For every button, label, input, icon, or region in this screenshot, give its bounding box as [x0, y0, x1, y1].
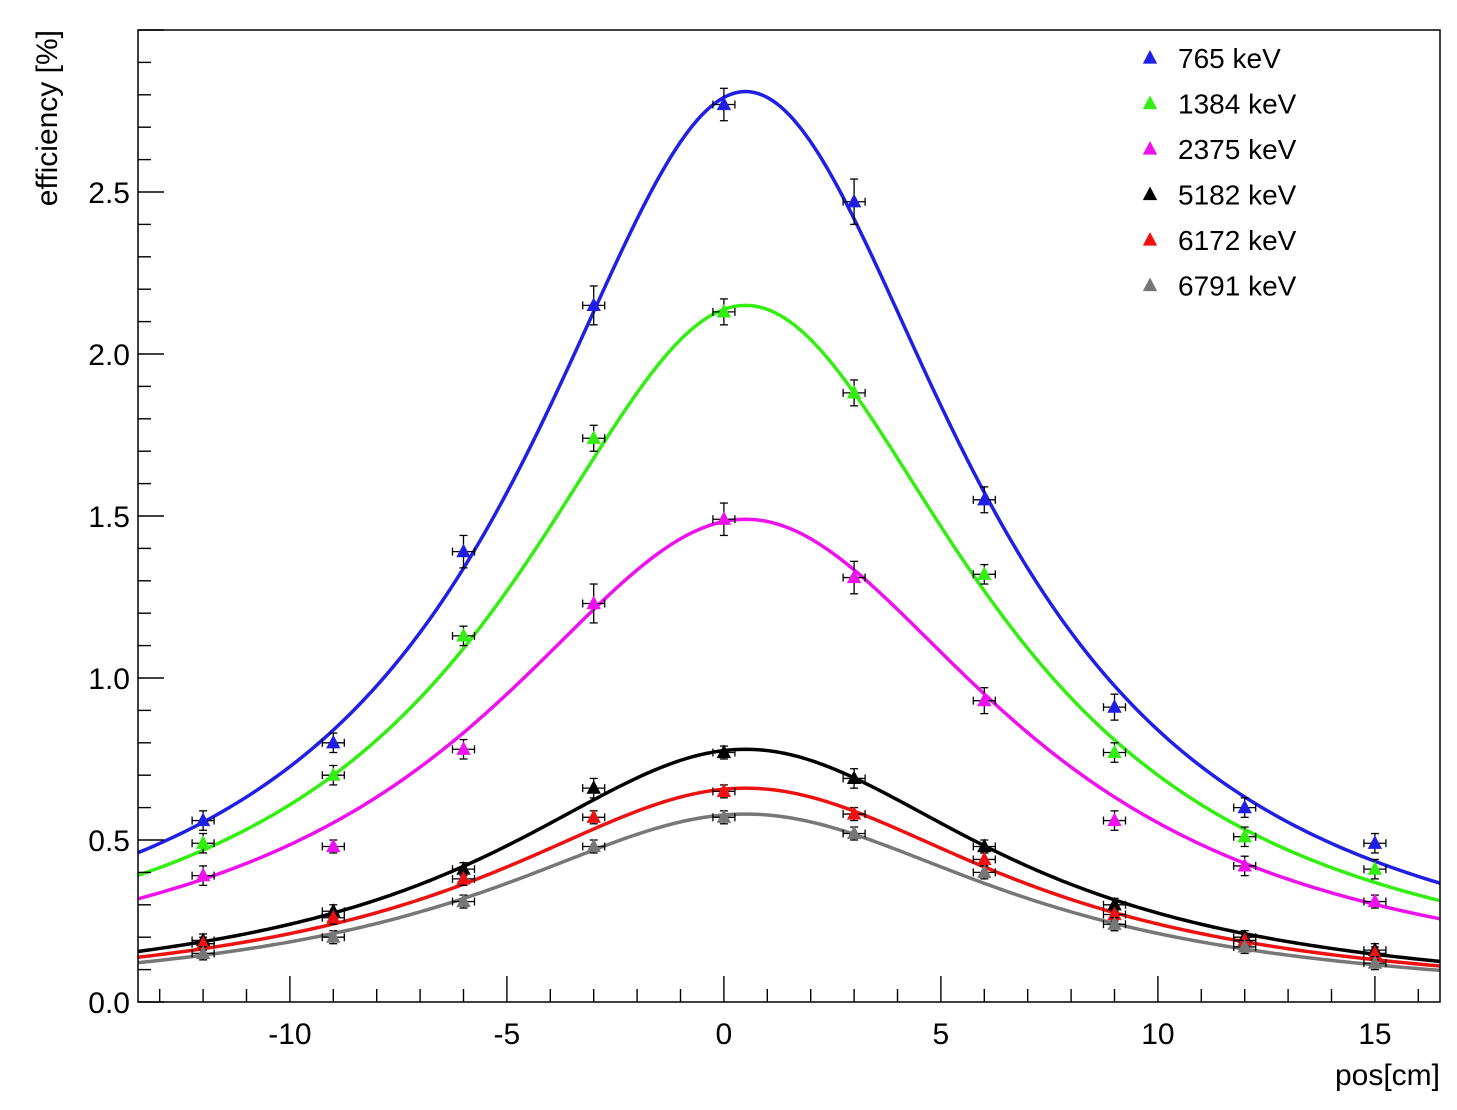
data-point: [582, 583, 606, 624]
data-point: [842, 768, 866, 789]
fit-curve-2375-keV: [137, 517, 1441, 921]
y-tick-label: 2.0: [88, 339, 130, 372]
data-point: [1363, 955, 1387, 971]
data-point: [582, 809, 606, 825]
fit-curve-765-keV: [137, 89, 1441, 885]
legend-marker: [1142, 277, 1158, 292]
y-tick-label: 1.5: [88, 501, 130, 534]
data-point: [451, 870, 476, 887]
data-point: [191, 865, 215, 887]
data-point: [842, 560, 866, 595]
data-point: [1102, 742, 1127, 763]
data-point: [972, 563, 996, 585]
data-point: [712, 298, 736, 326]
y-axis-title: efficiency [%]: [31, 30, 64, 206]
legend-marker: [1142, 50, 1158, 64]
y-tick-label: 1.0: [88, 663, 130, 696]
x-tick-label: -10: [268, 1018, 311, 1051]
legend-label: 1384 keV: [1178, 89, 1297, 120]
data-point: [451, 625, 476, 647]
data-point: [712, 783, 736, 799]
x-axis: -10 -5 0 5 10 15: [158, 976, 1420, 1051]
data-point: [1233, 826, 1257, 848]
data-point: [1363, 832, 1387, 854]
legend: 765 keV 1384 keV 2375 keV 5182 keV 6172 keV 6…: [1142, 43, 1297, 302]
legend-label: 6791 keV: [1178, 271, 1297, 302]
y-tick-label: 2.5: [88, 177, 130, 210]
legend-label: 2375 keV: [1178, 134, 1297, 165]
fit-curve-5182-keV: [137, 747, 1441, 964]
data-point: [321, 909, 345, 925]
data-point: [842, 825, 866, 841]
legend-marker: [1142, 141, 1158, 155]
data-point: [972, 864, 996, 880]
x-tick-label: 15: [1358, 1018, 1391, 1051]
data-point: [582, 838, 606, 854]
data-point: [321, 764, 345, 786]
data-point: [842, 379, 866, 407]
data-point: [972, 687, 996, 715]
fit-curve-1384-keV: [137, 303, 1441, 903]
data-point: [712, 87, 736, 122]
data-point: [1363, 858, 1387, 880]
data-point: [712, 809, 736, 825]
data-point: [712, 744, 736, 760]
fit-curves: [137, 89, 1441, 973]
data-point: [842, 806, 866, 822]
data-point: [1363, 893, 1387, 909]
x-tick-label: -5: [494, 1018, 521, 1051]
legend-label: 6172 keV: [1178, 225, 1297, 256]
x-tick-label: 10: [1141, 1018, 1174, 1051]
data-point: [582, 424, 606, 452]
x-tick-label: 0: [716, 1018, 733, 1051]
data-point: [191, 935, 215, 951]
data-point: [191, 945, 215, 961]
legend-marker: [1142, 232, 1158, 246]
data-point: [582, 777, 606, 799]
data-point: [582, 285, 606, 326]
legend-marker: [1142, 186, 1158, 201]
data-point: [321, 732, 345, 754]
y-tick-label: 0.5: [88, 825, 130, 858]
data-point: [191, 832, 215, 854]
fit-curve-6172-keV: [137, 786, 1441, 968]
data-point: [1233, 938, 1257, 955]
legend-label: 765 keV: [1178, 43, 1281, 74]
data-point: [451, 738, 476, 760]
y-axis: 0.0 0.5 1.0 1.5 2.0 2.5: [88, 29, 164, 1020]
data-point: [1102, 810, 1127, 831]
data-point: [451, 534, 476, 569]
x-tick-label: 5: [933, 1018, 950, 1051]
data-point: [972, 486, 996, 514]
data-point: [712, 502, 736, 537]
data-point: [1233, 855, 1257, 877]
y-tick-label: 0.0: [88, 987, 130, 1020]
data-point: [1233, 797, 1257, 818]
data-point: [1102, 693, 1127, 721]
data-point: [1102, 916, 1127, 932]
data-point: [451, 893, 476, 909]
data-point: [321, 838, 345, 854]
data-point: [321, 929, 345, 945]
x-axis-title: pos[cm]: [1335, 1059, 1440, 1092]
data-point: [842, 178, 866, 226]
fit-curve-6791-keV: [137, 812, 1441, 973]
legend-label: 5182 keV: [1178, 180, 1297, 211]
data-points: [191, 87, 1387, 971]
data-point: [191, 810, 215, 831]
legend-marker: [1142, 95, 1158, 110]
